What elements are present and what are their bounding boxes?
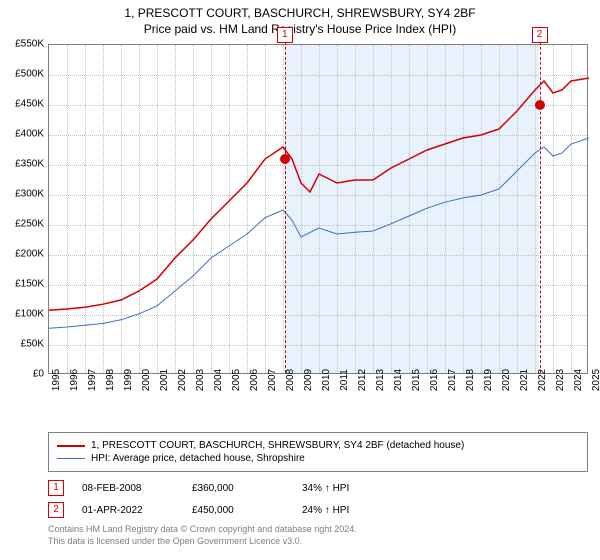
legend-label: HPI: Average price, detached house, Shro… [91,453,305,464]
legend-label: 1, PRESCOTT COURT, BASCHURCH, SHREWSBURY… [91,440,464,451]
x-axis-tick: 2002 [177,369,188,391]
chart-title-block: 1, PRESCOTT COURT, BASCHURCH, SHREWSBURY… [0,0,600,36]
x-axis-tick: 1998 [105,369,116,391]
x-axis-tick: 2021 [519,369,530,391]
x-axis-tick: 2003 [195,369,206,391]
x-axis-tick: 2008 [285,369,296,391]
data-point-suffix: HPI [330,483,349,494]
reference-line [285,27,286,373]
x-axis-tick: 1995 [51,369,62,391]
reference-marker [280,154,290,164]
legend-row: HPI: Average price, detached house, Shro… [57,453,579,464]
y-axis-tick: £0 [0,369,44,380]
legend-box: 1, PRESCOTT COURT, BASCHURCH, SHREWSBURY… [48,432,588,472]
x-axis-tick: 2024 [573,369,584,391]
chart-title-line2: Price paid vs. HM Land Registry's House … [0,22,600,36]
x-axis-tick: 2015 [411,369,422,391]
reference-line [540,27,541,373]
y-axis-tick: £500K [0,69,44,80]
y-axis-tick: £200K [0,249,44,260]
y-axis-tick: £450K [0,99,44,110]
data-point-delta: 24% HPI [302,505,394,516]
y-axis-tick: £350K [0,159,44,170]
series-lines [49,45,589,375]
data-point-suffix: HPI [330,505,349,516]
x-axis-tick: 2013 [375,369,386,391]
data-point-tag: 1 [48,480,64,496]
x-axis-tick: 2007 [267,369,278,391]
x-axis-tick: 2023 [555,369,566,391]
x-axis-tick: 2017 [447,369,458,391]
series-line [49,138,589,328]
x-axis-tick: 2011 [339,369,350,391]
data-point-row: 2 01-APR-2022 £450,000 24% HPI [48,502,588,518]
y-axis-tick: £550K [0,39,44,50]
x-axis-tick: 2004 [213,369,224,391]
x-axis-tick: 2014 [393,369,404,391]
data-points-table: 1 08-FEB-2008 £360,000 34% HPI 2 01-APR-2022 £… [48,474,588,524]
footer-line1: Contains HM Land Registry data © Crown c… [48,524,588,536]
x-axis-tick: 2001 [159,369,170,391]
legend-row: 1, PRESCOTT COURT, BASCHURCH, SHREWSBURY… [57,440,579,451]
x-axis-tick: 2009 [303,369,314,391]
x-axis-tick: 2006 [249,369,260,391]
data-point-date: 01-APR-2022 [82,505,174,516]
y-axis-tick: £400K [0,129,44,140]
reference-tag: 1 [277,27,293,43]
footer-line2: This data is licensed under the Open Gov… [48,536,588,548]
y-axis-tick: £300K [0,189,44,200]
x-axis-tick: 2022 [537,369,548,391]
y-axis-tick: £250K [0,219,44,230]
data-point-tag: 2 [48,502,64,518]
data-point-date: 08-FEB-2008 [82,483,174,494]
footer-attribution: Contains HM Land Registry data © Crown c… [48,524,588,547]
x-axis-tick: 2005 [231,369,242,391]
x-axis-tick: 1996 [69,369,80,391]
x-axis-tick: 1999 [123,369,134,391]
reference-marker [535,100,545,110]
plot-area: 12 [48,44,588,374]
legend-swatch [57,458,85,459]
x-axis-tick: 2012 [357,369,368,391]
x-axis-tick: 2019 [483,369,494,391]
x-axis-tick: 2025 [591,369,600,391]
y-axis-tick: £150K [0,279,44,290]
chart-area: 12 £0 £50K £100K £150K £200K £250K £300K £350K £4… [0,44,600,424]
data-point-price: £360,000 [192,483,284,494]
y-axis-tick: £100K [0,309,44,320]
x-axis-tick: 1997 [87,369,98,391]
data-point-row: 1 08-FEB-2008 £360,000 34% HPI [48,480,588,496]
series-line [49,78,589,310]
x-axis-tick: 2016 [429,369,440,391]
data-point-price: £450,000 [192,505,284,516]
chart-title-line1: 1, PRESCOTT COURT, BASCHURCH, SHREWSBURY… [0,6,600,20]
y-axis-tick: £50K [0,339,44,350]
x-axis-tick: 2000 [141,369,152,391]
reference-tag: 2 [532,27,548,43]
x-axis-tick: 2010 [321,369,332,391]
legend-swatch [57,445,85,447]
x-axis-tick: 2020 [501,369,512,391]
x-axis-tick: 2018 [465,369,476,391]
data-point-delta: 34% HPI [302,483,394,494]
